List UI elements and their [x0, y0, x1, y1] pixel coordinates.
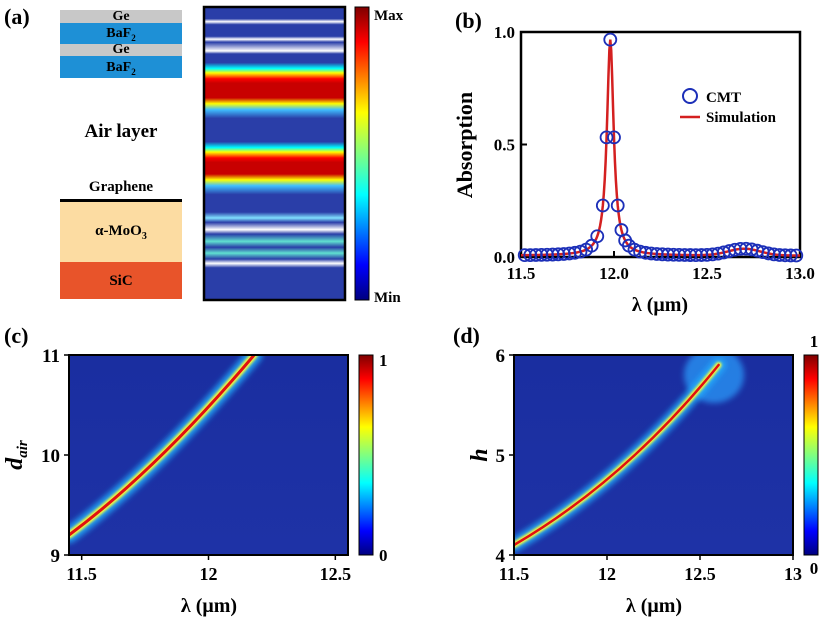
baf2-label-bottom: BaF2: [106, 60, 136, 77]
graphene-layer: [60, 199, 182, 202]
ge-label-top: Ge: [112, 9, 130, 24]
heatmap-d-colorbar: [803, 354, 819, 556]
heatmap-d-area: [514, 355, 793, 555]
heatmap-c-background: [69, 355, 348, 555]
x-tick-label: 13: [784, 564, 802, 584]
x-tick-label: 12.5: [692, 264, 722, 283]
cmt-marker: [783, 248, 798, 263]
x-tick-label: 11.5: [499, 564, 530, 584]
moo3-label: α-MoO3: [95, 223, 147, 242]
cmt-marker: [789, 248, 804, 263]
ge-layer-bottom: [60, 44, 182, 56]
heatmap-d-xlabel: λ (μm): [626, 595, 682, 617]
ge-layer-top: [60, 10, 182, 23]
x-tick-label: 12.0: [599, 264, 629, 283]
plot-b-frame: [519, 30, 802, 259]
cmt-marker: [599, 130, 614, 145]
legend: CMT Simulation: [680, 88, 777, 126]
heatmap-d-ylabel: h: [467, 448, 493, 461]
panel-a-label: (a): [4, 4, 30, 29]
y-tick-label: 4: [496, 546, 506, 567]
cmt-marker: [590, 229, 605, 244]
y-tick-label: 0.0: [494, 248, 515, 267]
y-tick-label: 0.5: [494, 136, 515, 155]
legend-simulation-label: Simulation: [706, 110, 777, 126]
heatmap-d-cbar-min: 0: [810, 559, 819, 578]
cmt-marker: [603, 32, 618, 47]
y-tick-label: 6: [496, 346, 506, 367]
heatmap-c-ridge: [69, 355, 256, 537]
sic-layer: [60, 262, 182, 299]
graphene-label: Graphene: [88, 179, 154, 195]
y-tick-label: 11: [42, 346, 60, 367]
y-tick-label: 1.0: [494, 23, 515, 42]
y-tick-label: 5: [496, 446, 506, 467]
baf2-layer-top: [60, 23, 182, 44]
heatmap-c-ylabel: dair: [2, 440, 31, 470]
cmt-marker: [610, 198, 625, 213]
heatmap-c-colorbar: [358, 354, 374, 556]
plot-b-xlabel: λ (μm): [632, 294, 688, 316]
cmt-marker: [607, 130, 621, 145]
moo3-layer: [60, 202, 182, 262]
heatmap-c-xlabel: λ (μm): [181, 595, 237, 617]
ge-label-bottom: Ge: [112, 42, 130, 57]
x-tick-label: 12.5: [684, 564, 716, 584]
plot-b-ylabel: Absorption: [452, 92, 477, 198]
panel-b-label: (b): [455, 8, 482, 33]
x-tick-label: 12: [200, 564, 218, 584]
panel-c-label: (c): [4, 323, 28, 348]
sic-label: SiC: [109, 273, 133, 289]
baf2-layer-bottom: [60, 56, 182, 78]
panel-a-colorbar: [354, 6, 370, 301]
legend-cmt-marker: [682, 88, 698, 104]
heatmap-d: 11.5 12 12.5 13 4 5 6 1 0 λ (μm) h: [467, 332, 819, 617]
x-tick-label: 12.5: [320, 564, 352, 584]
y-tick-label: 10: [41, 446, 60, 467]
heatmap-d-ridge: [514, 363, 720, 547]
heatmap-d-cbar-max: 1: [810, 332, 819, 351]
air-layer-label: Air layer: [84, 121, 158, 142]
legend-cmt-label: CMT: [706, 90, 741, 106]
heatmap-c-area: [69, 355, 348, 555]
x-tick-label: 13.0: [785, 264, 815, 283]
field-distribution-map: [202, 5, 347, 302]
x-tick-label: 11.5: [66, 564, 97, 584]
heatmap-c: 11.5 12 12.5 9 10 11 1 0 λ (μm) dair: [2, 346, 388, 617]
panel-d-label: (d): [453, 323, 480, 348]
simulation-line: [520, 39, 801, 257]
cmt-marker: [595, 198, 610, 213]
colorbar-max-label: Max: [374, 8, 404, 24]
heatmap-c-cbar-max: 1: [379, 351, 388, 370]
heatmap-c-cbar-min: 0: [379, 546, 388, 565]
y-tick-label: 9: [51, 546, 61, 567]
x-tick-label: 12: [598, 564, 616, 584]
x-tick-label: 11.5: [507, 264, 536, 283]
absorption-plot: 11.5 12.0 12.5 13.0 0.0 0.5 1.0 CMT Simulation…: [452, 23, 815, 316]
baf2-label-top: BaF2: [106, 26, 136, 43]
colorbar-min-label: Min: [374, 290, 401, 306]
